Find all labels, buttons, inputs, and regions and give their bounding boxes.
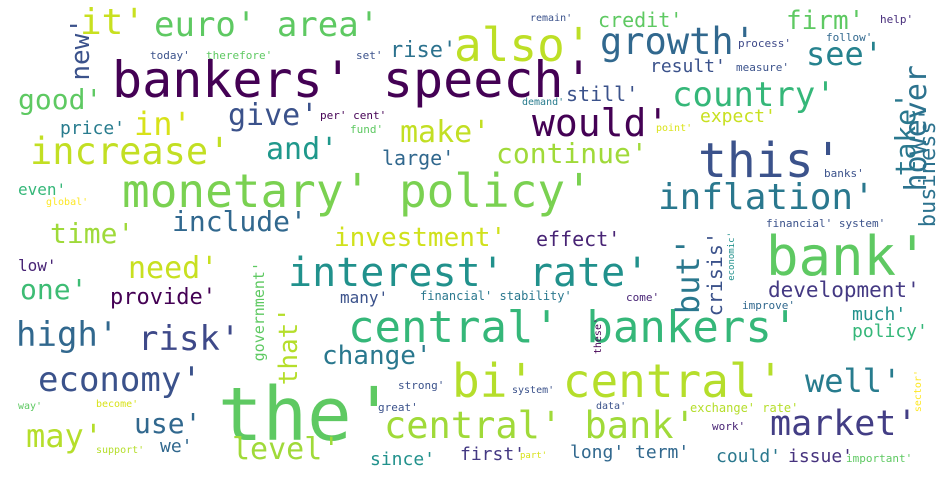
word-these: these' xyxy=(593,318,604,355)
word-much: much' xyxy=(852,304,907,325)
word-business: business' xyxy=(916,108,941,228)
word-demand: demand' xyxy=(522,97,565,108)
word-data: data' xyxy=(596,401,627,412)
word-economic: economic' xyxy=(727,232,737,281)
word-measure: measure' xyxy=(736,61,789,74)
word-change: change' xyxy=(322,341,432,371)
word-central-bankers: central' bankers' xyxy=(348,302,799,353)
word-new: new' xyxy=(66,18,96,81)
word-the: the' xyxy=(218,372,397,458)
word-use: use' xyxy=(134,407,202,440)
word-today: today' xyxy=(150,49,190,62)
word-come: come' xyxy=(626,291,660,304)
word-increase: increase' xyxy=(30,130,231,173)
word-global: global' xyxy=(46,197,89,208)
word-system: system' xyxy=(512,385,555,396)
word-strong: strong' xyxy=(398,379,445,392)
word-bankers-speech: bankers' speech' xyxy=(112,51,594,109)
word-result: result' xyxy=(650,56,726,77)
word-policy: policy' xyxy=(852,321,928,342)
word-exchange-rate: exchange' rate' xyxy=(690,401,799,415)
word-set: set' xyxy=(356,49,383,62)
word-see: see' xyxy=(806,35,884,73)
word-support: support' xyxy=(96,445,145,456)
word-include: include' xyxy=(172,205,307,238)
word-financial-stability: financial' stability' xyxy=(420,289,572,303)
word-remain: remain' xyxy=(530,13,573,24)
word-also: also' xyxy=(454,18,593,72)
word-therefore: therefore' xyxy=(206,49,273,62)
word-low: low' xyxy=(18,256,57,275)
word-high: high' xyxy=(16,315,119,355)
word-become: become' xyxy=(96,399,139,410)
word-firm: firm' xyxy=(786,6,865,36)
word-euro-area: euro' area' xyxy=(154,5,380,45)
word-many: many' xyxy=(340,288,389,307)
word-crisis: crisis' xyxy=(703,232,727,317)
word-inflation: inflation' xyxy=(658,177,875,218)
word-great: great' xyxy=(378,401,418,414)
word-but: but' xyxy=(669,237,707,315)
word-level: level' xyxy=(232,432,341,467)
word-per-cent: per' cent' xyxy=(320,109,387,122)
word-this: this' xyxy=(698,133,843,189)
word-sector: sector' xyxy=(913,370,924,413)
word-one: one' xyxy=(20,273,88,306)
word-part: part' xyxy=(520,451,548,461)
word-rise: rise' xyxy=(390,38,457,63)
word-issue: issue' xyxy=(788,446,854,467)
word-government: government' xyxy=(250,262,268,362)
word-make: make' xyxy=(400,115,491,150)
word-long-term: long' term' xyxy=(570,442,690,463)
word-way: way' xyxy=(18,401,43,412)
word-development: development' xyxy=(768,278,920,302)
word-give: give' xyxy=(228,98,319,133)
word-would: would' xyxy=(532,101,670,145)
word-interest-rate: interest' rate' xyxy=(288,250,650,296)
word-work: work' xyxy=(712,420,746,433)
word-effect: effect' xyxy=(536,227,621,251)
word-country: country' xyxy=(672,75,836,115)
word-point: point' xyxy=(656,123,693,134)
word-fund: fund' xyxy=(350,123,384,136)
word-follow: follow' xyxy=(826,31,873,44)
word-since: since' xyxy=(370,449,436,470)
word-important: important' xyxy=(846,452,913,465)
word-good: good' xyxy=(18,83,103,116)
word-economy: economy' xyxy=(38,360,202,400)
word-could: could' xyxy=(716,446,782,467)
word-market: market' xyxy=(770,404,918,444)
word-we: we' xyxy=(160,436,193,457)
word-improve: improve' xyxy=(742,299,795,312)
word-credit: credit' xyxy=(598,8,683,32)
word-that: that' xyxy=(274,307,304,386)
word-expect: expect' xyxy=(700,106,776,127)
word-may: may' xyxy=(26,417,104,455)
word-risk: risk' xyxy=(138,319,241,359)
word-price: price' xyxy=(60,118,126,139)
word-first: first' xyxy=(460,444,526,465)
word-investment: investment' xyxy=(334,223,507,253)
word-financial-system: financial' system' xyxy=(766,217,886,230)
word-and: and' xyxy=(266,132,339,167)
word-time: time' xyxy=(50,217,135,250)
word-process: process' xyxy=(738,37,791,50)
word-help: help' xyxy=(880,13,914,26)
word-bi-central: bi' central' xyxy=(452,354,785,408)
word-continue: continue' xyxy=(496,137,648,170)
word-even: even' xyxy=(18,180,67,199)
word-it: it' xyxy=(80,2,146,43)
word-well: well' xyxy=(805,362,902,400)
word-need: need' xyxy=(128,251,219,286)
word-bank: bank' xyxy=(766,225,929,288)
word-monetary-policy: monetary' policy' xyxy=(122,164,593,218)
word-banks: banks' xyxy=(824,167,864,180)
word-provide: provide' xyxy=(110,285,216,310)
word-in: in' xyxy=(134,105,192,143)
word-growth: growth' xyxy=(600,20,756,63)
word-central-bank: central' bank' xyxy=(384,404,696,447)
word-large: large' xyxy=(382,146,455,170)
word-still: still' xyxy=(566,82,639,106)
